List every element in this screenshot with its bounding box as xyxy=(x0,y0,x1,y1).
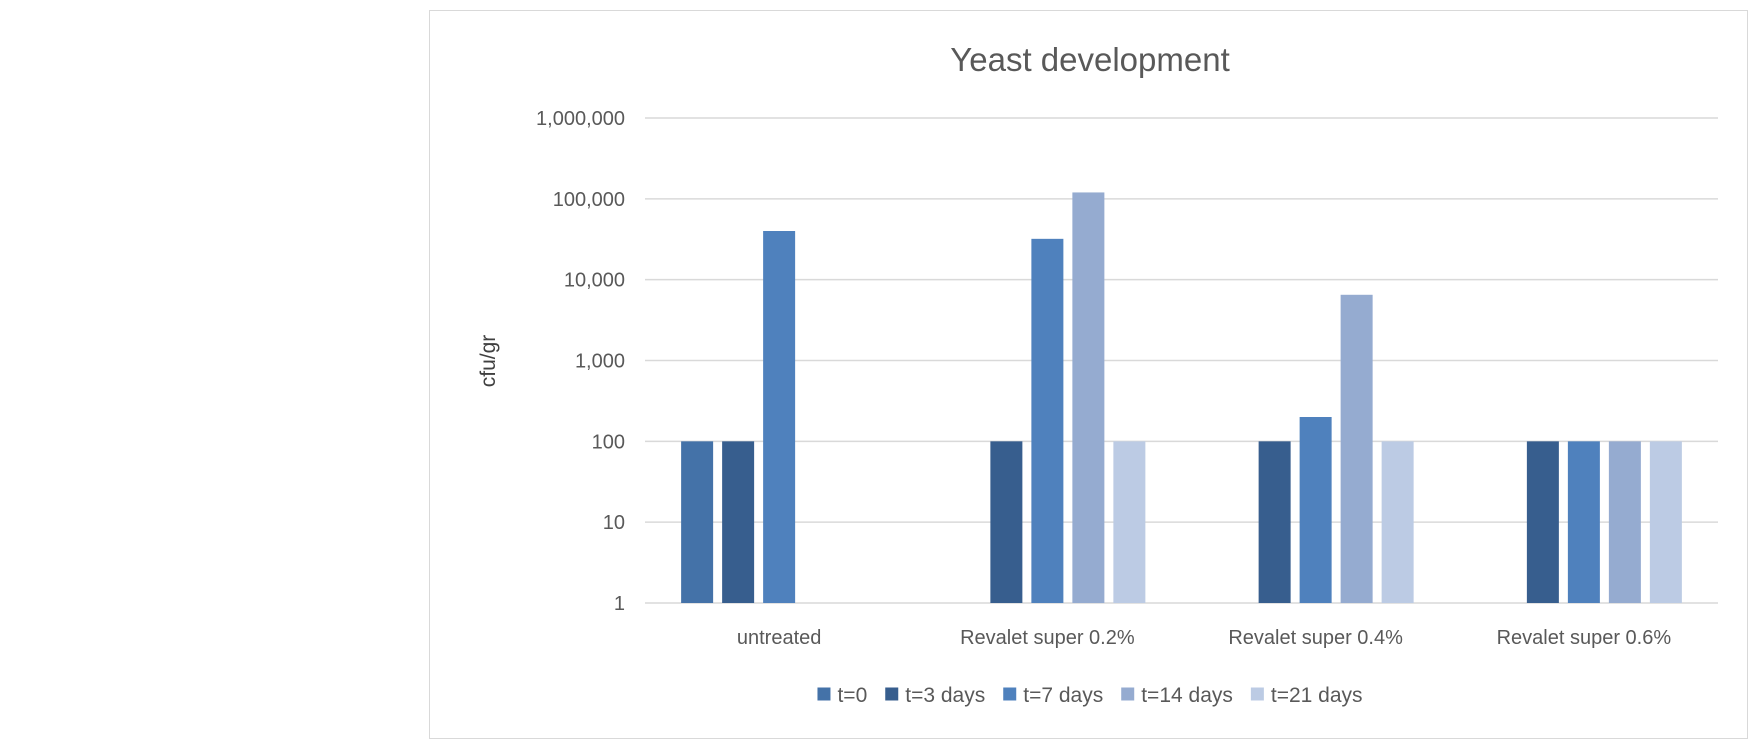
bar-t-0-0 xyxy=(681,441,714,603)
legend: t=0 t=3 days t=7 days t=14 days t=21 days xyxy=(817,684,1363,707)
y-tick-label: 10 xyxy=(603,512,625,534)
legend-label: t=21 days xyxy=(1271,684,1363,707)
chart-svg: Yeast development cfu/gr 1 10 100 1,000 10,0… xyxy=(477,41,1718,707)
y-tick-label: 1,000,000 xyxy=(536,108,625,130)
bar-t-21-days-3 xyxy=(1649,441,1682,603)
legend-label: t=3 days xyxy=(905,684,985,707)
legend-swatch xyxy=(1121,687,1135,701)
bar-t-21-days-1 xyxy=(1113,441,1146,603)
bar-t-7-days-2 xyxy=(1299,417,1332,603)
bar-t-3-days-1 xyxy=(990,441,1023,603)
bar-t-7-days-1 xyxy=(1031,238,1064,603)
category-label-layer: untreated Revalet super 0.2% Revalet super… xyxy=(737,627,1671,649)
legend-swatch xyxy=(1003,687,1017,701)
chart-title: Yeast development xyxy=(950,41,1230,78)
x-category-label: Revalet super 0.4% xyxy=(1228,627,1403,649)
legend-swatch xyxy=(817,687,831,701)
tick-layer: 1 10 100 1,000 10,000 100,000 1,000,000 xyxy=(536,108,625,615)
bar-t-3-days-2 xyxy=(1258,441,1291,603)
y-axis-label: cfu/gr xyxy=(477,335,500,388)
bar-t-3-days-3 xyxy=(1526,441,1559,603)
bar-t-21-days-2 xyxy=(1381,441,1414,603)
chart-frame: Yeast development cfu/gr 1 10 100 1,000 10,0… xyxy=(429,10,1748,739)
bar-t-14-days-3 xyxy=(1608,441,1641,603)
bar-t-14-days-2 xyxy=(1340,294,1373,603)
bar-t-7-days-3 xyxy=(1567,441,1600,603)
legend-swatch xyxy=(885,687,899,701)
bar-layer xyxy=(681,192,1682,603)
y-tick-label: 100,000 xyxy=(553,189,625,211)
grid-layer xyxy=(645,117,1718,604)
y-tick-label: 10,000 xyxy=(564,270,625,292)
legend-label: t=0 xyxy=(837,684,867,707)
y-tick-label: 100 xyxy=(592,431,625,453)
legend-label: t=7 days xyxy=(1023,684,1103,707)
x-category-label: untreated xyxy=(737,627,822,649)
y-tick-label: 1 xyxy=(614,593,625,615)
bar-t-3-days-0 xyxy=(722,441,755,603)
x-category-label: Revalet super 0.6% xyxy=(1497,627,1672,649)
x-category-label: Revalet super 0.2% xyxy=(960,627,1135,649)
bar-t-14-days-1 xyxy=(1072,192,1105,603)
legend-label: t=14 days xyxy=(1141,684,1233,707)
bar-t-7-days-0 xyxy=(763,231,796,603)
legend-swatch xyxy=(1250,687,1264,701)
y-tick-label: 1,000 xyxy=(575,351,625,373)
